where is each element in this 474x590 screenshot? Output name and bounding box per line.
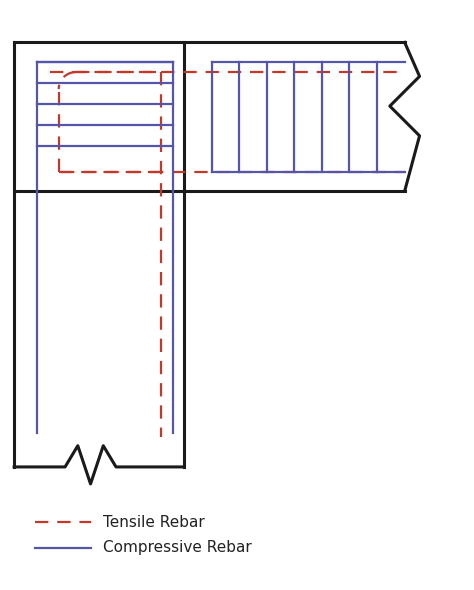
Text: Compressive Rebar: Compressive Rebar [103, 540, 252, 555]
Text: Tensile Rebar: Tensile Rebar [103, 514, 205, 530]
